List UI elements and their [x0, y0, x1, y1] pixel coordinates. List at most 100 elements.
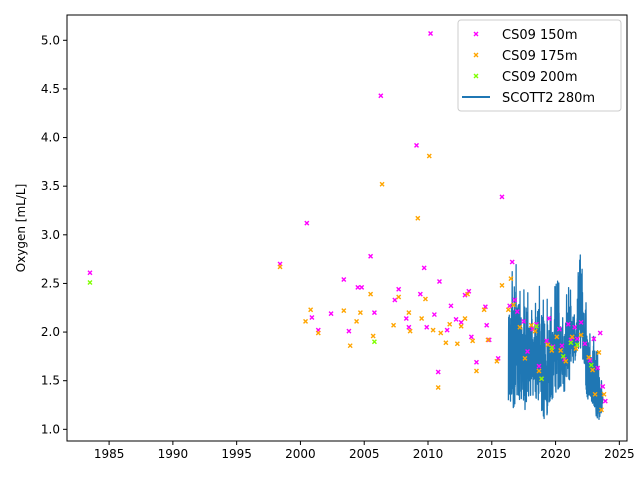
- legend-label-2: CS09 200m: [502, 70, 577, 85]
- point-1-24: [454, 341, 460, 347]
- series-0: [87, 30, 608, 404]
- y-tick-label-4: 3.0: [41, 228, 60, 242]
- legend-label-0: CS09 150m: [502, 28, 577, 43]
- point-0-64: [600, 384, 606, 390]
- legend-swatch-0: [473, 31, 479, 37]
- point-0-31: [468, 334, 474, 340]
- y-tick-label-7: 4.5: [41, 82, 60, 96]
- point-0-8: [355, 284, 361, 290]
- point-1-39: [528, 322, 534, 328]
- point-0-42: [521, 318, 527, 324]
- plot-frame: [66, 14, 628, 442]
- point-0-7: [346, 328, 352, 334]
- point-1-9: [370, 333, 376, 339]
- point-0-40: [512, 297, 518, 303]
- point-1-53: [596, 349, 602, 355]
- point-0-17: [414, 142, 420, 148]
- legend-box: [457, 19, 622, 112]
- point-1-3: [315, 330, 321, 336]
- point-2-7: [574, 342, 580, 348]
- point-1-11: [391, 322, 397, 328]
- y-axis-label: Oxygen [mL/L]: [14, 184, 28, 273]
- point-1-26: [462, 315, 468, 321]
- point-2-6: [568, 340, 574, 346]
- point-1-6: [354, 318, 360, 324]
- point-1-47: [569, 334, 575, 340]
- x-tick-label-2020: 2020: [540, 447, 571, 461]
- point-0-21: [428, 30, 434, 36]
- point-0-16: [406, 324, 412, 330]
- point-1-4: [341, 308, 347, 314]
- point-0-39: [509, 259, 515, 265]
- x-tick-label-2005: 2005: [349, 447, 380, 461]
- point-1-36: [510, 302, 516, 308]
- point-1-17: [422, 296, 428, 302]
- point-0-52: [559, 343, 565, 349]
- point-1-42: [545, 342, 551, 348]
- x-tick-label-2025: 2025: [604, 447, 635, 461]
- point-1-0: [277, 264, 283, 270]
- y-axis: 1.0 1.5 2.0 2.5 3.0 3.5 4.0 4.5 5.0: [41, 33, 67, 436]
- series-1: [277, 153, 607, 413]
- point-1-8: [368, 291, 374, 297]
- legend-label-3: SCOTT2 280m: [502, 91, 595, 106]
- series-2: [87, 279, 594, 382]
- point-1-15: [415, 215, 421, 221]
- point-1-25: [458, 323, 464, 329]
- point-0-10: [368, 253, 374, 259]
- point-1-44: [554, 334, 560, 340]
- legend-label-1: CS09 175m: [502, 49, 577, 64]
- point-0-54: [565, 321, 571, 327]
- point-0-37: [499, 194, 505, 200]
- point-1-5: [347, 343, 353, 349]
- point-0-12: [378, 93, 384, 99]
- point-1-18: [426, 153, 432, 159]
- point-2-4: [549, 345, 555, 351]
- point-1-32: [494, 358, 500, 364]
- point-0-41: [514, 309, 520, 315]
- point-0-0: [87, 270, 93, 276]
- point-1-1: [303, 318, 309, 324]
- point-0-30: [466, 288, 472, 294]
- point-1-38: [522, 355, 528, 361]
- point-0-32: [473, 359, 479, 365]
- point-0-26: [448, 303, 454, 309]
- x-tick-label-1995: 1995: [221, 447, 252, 461]
- point-1-14: [407, 328, 413, 334]
- legend-swatch-1: [473, 52, 479, 58]
- point-0-34: [484, 322, 490, 328]
- point-1-19: [430, 327, 436, 333]
- point-0-13: [392, 297, 398, 303]
- point-1-37: [517, 324, 523, 330]
- point-0-57: [574, 336, 580, 342]
- point-0-51: [556, 326, 562, 332]
- point-1-34: [505, 307, 511, 313]
- y-tick-label-8: 5.0: [41, 33, 60, 47]
- point-2-8: [588, 362, 594, 368]
- point-0-2: [304, 220, 310, 226]
- point-0-59: [582, 341, 588, 347]
- point-1-40: [532, 328, 538, 334]
- point-0-49: [546, 315, 552, 321]
- point-1-51: [590, 367, 596, 373]
- point-0-3: [309, 314, 315, 320]
- point-0-60: [587, 357, 593, 363]
- point-0-15: [403, 315, 409, 321]
- legend: CS09 150m CS09 175m CS09 200m SCOTT2 280m: [457, 19, 622, 112]
- point-1-12: [396, 294, 402, 300]
- point-0-5: [328, 311, 334, 317]
- point-0-28: [458, 319, 464, 325]
- point-1-27: [465, 291, 471, 297]
- point-1-30: [481, 307, 487, 313]
- point-1-29: [473, 368, 479, 374]
- point-1-45: [558, 348, 564, 354]
- point-1-55: [601, 391, 607, 397]
- point-0-18: [417, 291, 423, 297]
- point-1-48: [573, 346, 579, 352]
- point-1-13: [406, 310, 412, 316]
- point-1-35: [508, 276, 514, 282]
- point-1-49: [578, 332, 584, 338]
- point-2-3: [539, 376, 545, 382]
- point-1-33: [499, 282, 505, 288]
